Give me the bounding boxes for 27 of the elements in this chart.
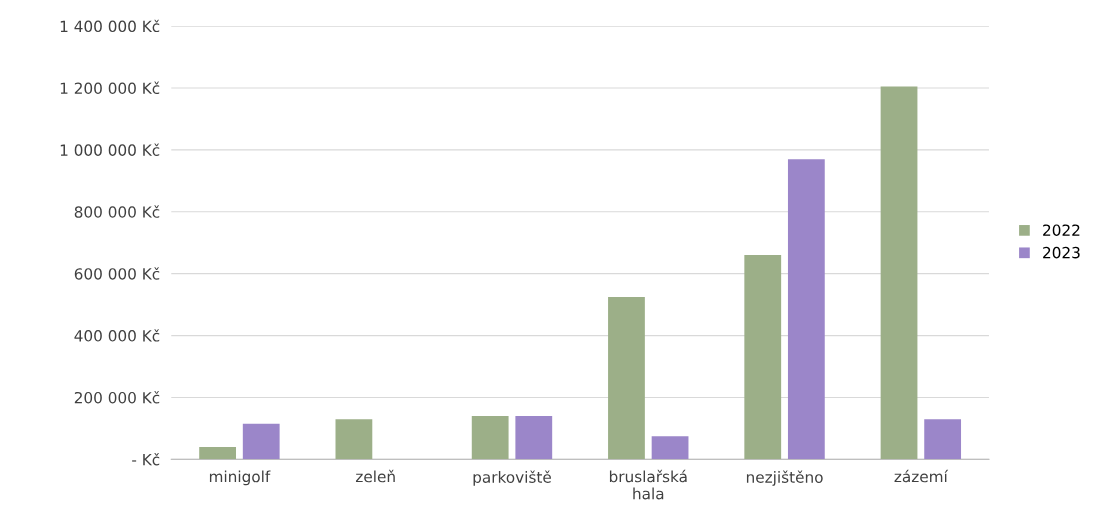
x-tick-label: parkoviště bbox=[473, 470, 551, 486]
legend-label: 2023 bbox=[1043, 246, 1080, 259]
bar bbox=[471, 416, 509, 460]
x-tick-label: zázemí bbox=[894, 469, 949, 483]
legend-label: 2022 bbox=[1043, 224, 1080, 236]
bar bbox=[199, 446, 237, 460]
bar bbox=[744, 255, 782, 460]
bar bbox=[651, 436, 689, 460]
y-tick-label: 1 200 000 Kč bbox=[60, 81, 160, 95]
bar bbox=[924, 419, 962, 460]
bar bbox=[242, 423, 280, 460]
y-tick-label: 400 000 Kč bbox=[74, 329, 160, 342]
x-tick-label: bruslařská hala bbox=[609, 469, 687, 500]
bar bbox=[515, 416, 553, 460]
y-tick-label: 1 000 000 Kč bbox=[60, 143, 160, 156]
bar bbox=[880, 86, 918, 460]
x-tick-label: zeleň bbox=[355, 469, 395, 483]
bar bbox=[335, 419, 373, 460]
y-tick-label: - Kč bbox=[132, 452, 160, 466]
y-tick-label: 600 000 Kč bbox=[74, 267, 160, 280]
x-tick-label: minigolf bbox=[209, 470, 271, 486]
bar bbox=[608, 296, 645, 460]
y-tick-label: 200 000 Kč bbox=[74, 391, 160, 404]
x-tick-label: nezjištěno bbox=[746, 470, 823, 486]
y-tick-label: 800 000 Kč bbox=[74, 205, 160, 218]
bar bbox=[787, 159, 825, 460]
y-tick-label: 1 400 000 Kč bbox=[60, 19, 160, 33]
